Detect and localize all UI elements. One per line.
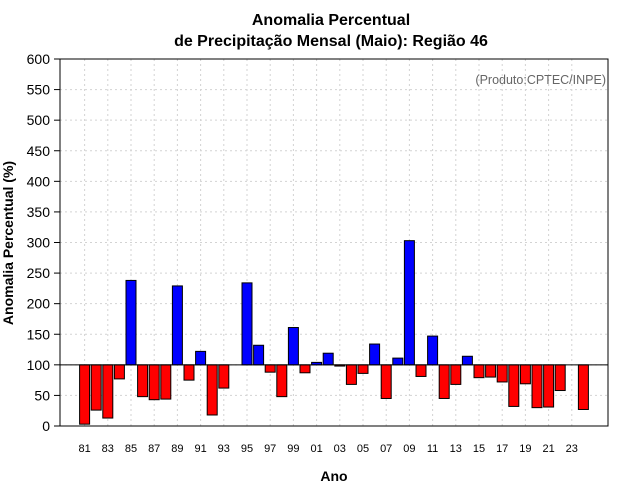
bar-96: [253, 344, 265, 366]
y-tick-label: 250: [27, 265, 51, 281]
bar-99: [287, 327, 299, 366]
x-tick-label: 13: [450, 443, 462, 455]
bar-08: [392, 357, 404, 366]
bar-20: [531, 364, 543, 409]
bar-05: [357, 364, 369, 374]
x-tick-label: 99: [287, 443, 299, 455]
bar-95: [241, 282, 253, 366]
bar-18: [508, 364, 520, 407]
x-tick-label: 19: [519, 443, 531, 455]
bar-00: [299, 364, 311, 374]
bar-88: [160, 364, 172, 400]
bar-92: [206, 364, 218, 416]
x-axis-title: Ano: [320, 468, 347, 484]
bar-86: [137, 364, 149, 398]
x-tick-label: 07: [380, 443, 392, 455]
x-tick-label: 85: [125, 443, 137, 455]
bar-19: [519, 364, 531, 385]
x-tick-label: 09: [403, 443, 415, 455]
x-tick-label: 05: [357, 443, 369, 455]
y-axis-title: Anomalia Percentual (%): [0, 161, 16, 325]
bar-21: [543, 364, 555, 408]
bar-91: [195, 350, 207, 366]
bar-14: [461, 355, 473, 366]
bar-98: [276, 364, 288, 398]
bar-90: [183, 364, 195, 381]
x-tick-label: 87: [148, 443, 160, 455]
x-tick-label: 15: [473, 443, 485, 455]
bar-93: [218, 364, 230, 389]
x-tick-label: 89: [171, 443, 183, 455]
y-tick-label: 450: [27, 143, 51, 159]
x-tick-label: 93: [218, 443, 230, 455]
bar-85: [125, 279, 137, 366]
chart-title-line-1: Anomalia Percentual: [252, 12, 410, 29]
y-tick-label: 100: [27, 357, 51, 373]
x-tick-label: 83: [102, 443, 114, 455]
y-axis: 0 50 100 150 200 250 300 350 400 450 500 550 600: [27, 51, 60, 434]
bar-84: [113, 364, 125, 380]
bar-09: [403, 240, 415, 366]
y-tick-label: 600: [27, 51, 51, 67]
bar-24: [577, 364, 589, 410]
bar-16: [485, 364, 497, 378]
bar-82: [90, 364, 102, 411]
bar-81: [79, 364, 91, 425]
y-tick-label: 150: [27, 326, 51, 342]
bar-12: [438, 364, 450, 399]
x-tick-label: 01: [310, 443, 322, 455]
bars: [79, 240, 589, 425]
bar-07: [380, 364, 392, 399]
x-tick-label: 11: [427, 443, 438, 455]
x-tick-label: 95: [241, 443, 253, 455]
y-tick-label: 350: [27, 204, 51, 220]
x-tick-label: 21: [542, 443, 554, 455]
bar-06: [369, 343, 381, 366]
credit-text: (Produto:CPTEC/INPE): [475, 73, 606, 87]
bar-04: [345, 364, 357, 385]
y-tick-label: 200: [27, 296, 51, 312]
x-tick-label: 17: [496, 443, 508, 455]
x-tick-label: 81: [78, 443, 90, 455]
bar-22: [554, 364, 566, 392]
bar-17: [496, 364, 508, 383]
x-tick-label: 03: [334, 443, 346, 455]
bar-10: [415, 364, 427, 377]
x-tick-label: 91: [194, 443, 206, 455]
bar-02: [322, 352, 334, 366]
y-tick-label: 0: [42, 418, 50, 434]
x-tick-label: 23: [566, 443, 578, 455]
y-tick-label: 550: [27, 82, 51, 98]
bar-97: [264, 364, 276, 373]
x-axis: 81 83 85 87 89 91 93 95 97 99 01 03 05 07 09 11 13 15 17 19…: [78, 443, 577, 455]
bar-15: [473, 364, 485, 379]
y-tick-label: 50: [34, 387, 50, 403]
bar-13: [450, 364, 462, 385]
chart-title-line-2: de Precipitação Mensal (Maio): Região 46: [174, 33, 488, 50]
bar-11: [427, 335, 439, 366]
bar-83: [102, 364, 114, 419]
x-tick-label: 97: [264, 443, 276, 455]
y-tick-label: 500: [27, 112, 51, 128]
bar-89: [171, 285, 183, 366]
y-tick-label: 400: [27, 173, 51, 189]
y-tick-label: 300: [27, 235, 51, 251]
bar-87: [148, 364, 160, 401]
